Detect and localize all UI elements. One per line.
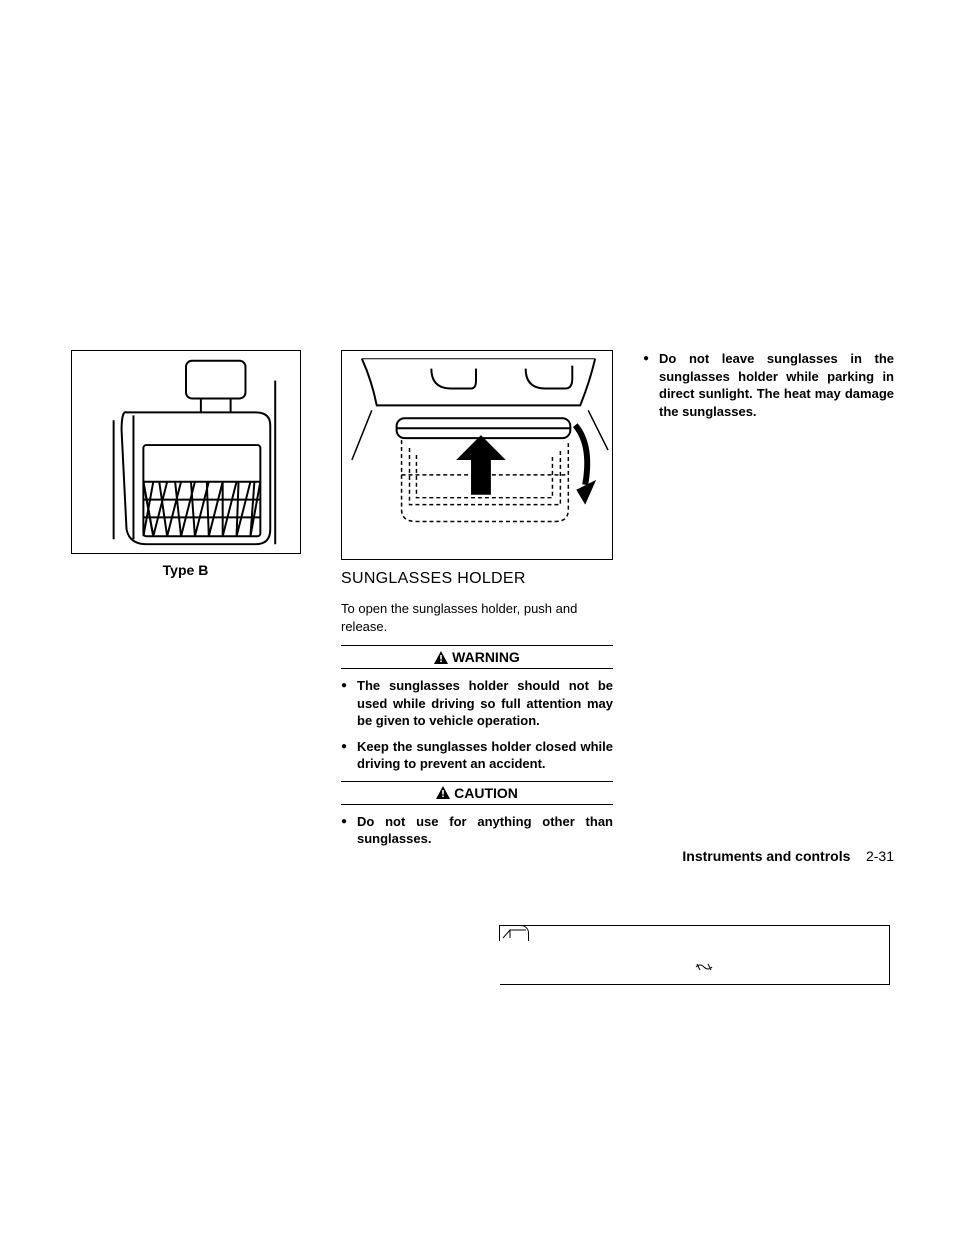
- column-2: SUNGLASSES HOLDER To open the sunglasses…: [341, 350, 613, 856]
- seat-illustration: [72, 350, 300, 554]
- crop-mark-box: [500, 925, 890, 985]
- caution-list: Do not use for anything other than sungl…: [341, 813, 613, 848]
- figure-sunglasses-holder: [341, 350, 613, 560]
- intro-text: To open the sunglasses holder, push and …: [341, 600, 613, 635]
- warning-item: Keep the sunglasses holder closed while …: [341, 738, 613, 773]
- footer-section: Instruments and controls: [682, 848, 850, 864]
- warning-list: The sunglasses holder should not be used…: [341, 677, 613, 773]
- caution-item: Do not leave sunglasses in the sunglasse…: [643, 350, 894, 420]
- crop-tab-icon: [499, 925, 529, 941]
- warning-item: The sunglasses holder should not be used…: [341, 677, 613, 730]
- caution-item: Do not use for anything other than sungl…: [341, 813, 613, 848]
- warning-bar: WARNING: [341, 645, 613, 669]
- figure-caption: Type B: [60, 562, 311, 578]
- section-heading: SUNGLASSES HOLDER: [341, 570, 613, 588]
- crop-inner-icon: [695, 962, 713, 972]
- caution-icon: [436, 786, 450, 799]
- column-3: Do not leave sunglasses in the sunglasse…: [643, 350, 894, 856]
- caution-label: CAUTION: [454, 785, 518, 801]
- caution-list-cont: Do not leave sunglasses in the sunglasse…: [643, 350, 894, 420]
- holder-illustration: [342, 350, 612, 560]
- page-footer: Instruments and controls 2-31: [682, 848, 894, 864]
- warning-icon: [434, 651, 448, 664]
- figure-type-b: [71, 350, 301, 554]
- footer-page: 2-31: [866, 848, 894, 864]
- caution-bar: CAUTION: [341, 781, 613, 805]
- warning-label: WARNING: [452, 649, 520, 665]
- column-1: Type B: [60, 350, 311, 856]
